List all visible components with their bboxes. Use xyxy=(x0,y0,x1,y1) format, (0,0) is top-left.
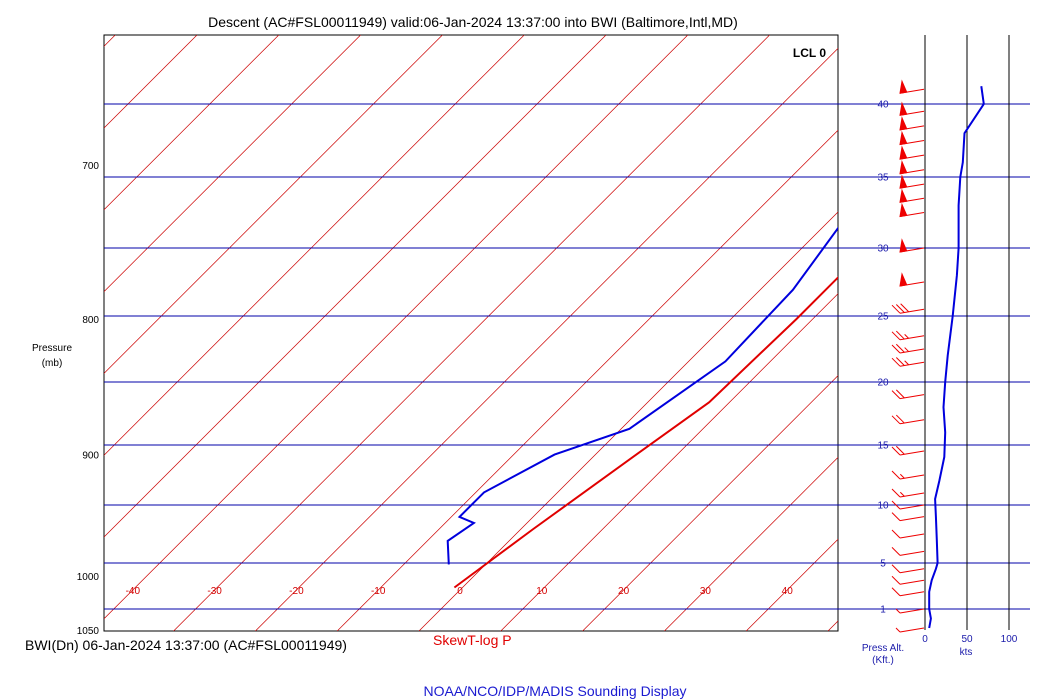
wind-barb xyxy=(891,500,925,510)
wind-barb xyxy=(899,174,925,189)
temperature-tick-label: 20 xyxy=(618,586,630,597)
isotherm xyxy=(104,35,607,538)
pressure-tick-label: 1050 xyxy=(77,626,100,637)
diagram-type-label: SkewT-log P xyxy=(433,632,512,648)
wind-barb xyxy=(899,101,925,116)
isotherm xyxy=(827,620,838,631)
wind-barb xyxy=(891,529,925,539)
altitude-tick-label: 40 xyxy=(877,100,889,111)
temperature-line xyxy=(453,276,838,589)
temperature-tick-label: -40 xyxy=(126,586,141,597)
isotherm xyxy=(104,35,116,47)
altitude-tick-label: 20 xyxy=(877,378,889,389)
wind-barb xyxy=(891,575,925,585)
isotherm xyxy=(104,35,280,211)
temperature-tick-label: -20 xyxy=(289,586,304,597)
altitude-axis-title: Press Alt. xyxy=(862,643,904,654)
station-label: BWI(Dn) 06-Jan-2024 13:37:00 (AC#FSL0001… xyxy=(25,637,347,653)
altitude-tick-label: 30 xyxy=(877,244,889,255)
temperature-tick-label: 10 xyxy=(536,586,548,597)
skewt-plot-border xyxy=(103,34,839,632)
isotherm xyxy=(582,375,838,631)
pressure-tick-label: 1000 xyxy=(77,572,100,583)
isotherm xyxy=(664,456,838,631)
wind-barb xyxy=(891,488,925,498)
wind-barb xyxy=(899,116,925,131)
wind-barb xyxy=(891,303,925,314)
altitude-tick-label: 15 xyxy=(877,441,889,452)
isotherm xyxy=(500,293,838,631)
isotherm xyxy=(910,35,1050,631)
isotherm xyxy=(418,211,838,631)
isotherm xyxy=(336,129,838,631)
footer-label: NOAA/NCO/IDP/MADIS Sounding Display xyxy=(424,683,687,699)
wind-barbs xyxy=(891,79,925,633)
temperature-tick-label: -10 xyxy=(371,586,386,597)
wind-barb xyxy=(899,79,925,94)
chart-title: Descent (AC#FSL00011949) valid:06-Jan-20… xyxy=(208,14,738,30)
altitude-axis-unit: (Kft.) xyxy=(872,655,894,666)
speed-gridlines xyxy=(924,35,1010,630)
isotherm xyxy=(104,35,689,620)
pressure-tick-label: 800 xyxy=(82,315,99,326)
wind-barb xyxy=(891,587,925,597)
wind-barb xyxy=(899,238,925,253)
altitude-tick-label: 10 xyxy=(877,501,889,512)
isotherm xyxy=(104,35,361,293)
wind-barb xyxy=(891,564,925,574)
wind-barb xyxy=(891,343,925,354)
pressure-tick-label: 700 xyxy=(82,161,99,172)
isotherm xyxy=(173,35,770,631)
isotherm-lines xyxy=(0,35,1050,631)
wind-barb xyxy=(899,188,925,203)
sounding-traces xyxy=(446,226,838,589)
wind-barb xyxy=(895,627,925,633)
temperature-tick-label: 40 xyxy=(782,586,794,597)
pressure-axis-title: Pressure xyxy=(32,343,72,354)
pressure-tick-labels: 20030040050060070080090010001050 xyxy=(77,161,100,637)
altitude-tick-label: 1 xyxy=(880,605,886,616)
isotherm xyxy=(0,35,33,631)
altitude-tick-label: 35 xyxy=(877,173,889,184)
wind-barb xyxy=(891,330,925,341)
wind-barb xyxy=(899,272,925,287)
wind-barb xyxy=(891,445,925,456)
wind-barb xyxy=(891,357,925,367)
wind-barb xyxy=(895,608,925,614)
height-lines xyxy=(104,103,1030,610)
altitude-tick-label: 5 xyxy=(880,559,886,570)
wind-barb xyxy=(891,389,925,400)
speed-tick-label: 100 xyxy=(1001,634,1018,645)
temperature-tick-labels: -40 -30 -20 -10 0 10 20 30 40 xyxy=(126,586,794,597)
temperature-tick-label: 0 xyxy=(457,586,463,597)
wind-barb xyxy=(899,130,925,146)
isotherm xyxy=(104,35,198,129)
dewpoint-line xyxy=(446,226,838,565)
pressure-axis-unit: (mb) xyxy=(42,358,63,369)
wind-barb xyxy=(899,145,925,160)
wind-barb xyxy=(891,547,925,556)
wind-speed-line xyxy=(928,86,985,629)
pressure-tick-label: 900 xyxy=(82,451,99,462)
temperature-tick-label: 30 xyxy=(700,586,712,597)
isotherm xyxy=(255,47,838,631)
altitude-tick-label: 25 xyxy=(877,312,889,323)
wind-barb xyxy=(899,159,925,175)
isotherm xyxy=(104,35,525,456)
speed-tick-label: 0 xyxy=(922,634,928,645)
speed-tick-labels: 0 50 100 xyxy=(922,634,1018,645)
speed-tick-label: 50 xyxy=(961,634,973,645)
isotherm xyxy=(104,35,443,374)
wind-barb xyxy=(891,512,925,522)
temperature-tick-label: -30 xyxy=(207,586,222,597)
wind-barb xyxy=(899,202,925,218)
speed-axis-title: kts xyxy=(960,647,973,658)
lcl-label: LCL 0 xyxy=(793,46,826,60)
wind-barb xyxy=(891,470,925,480)
wind-barb xyxy=(891,414,925,425)
